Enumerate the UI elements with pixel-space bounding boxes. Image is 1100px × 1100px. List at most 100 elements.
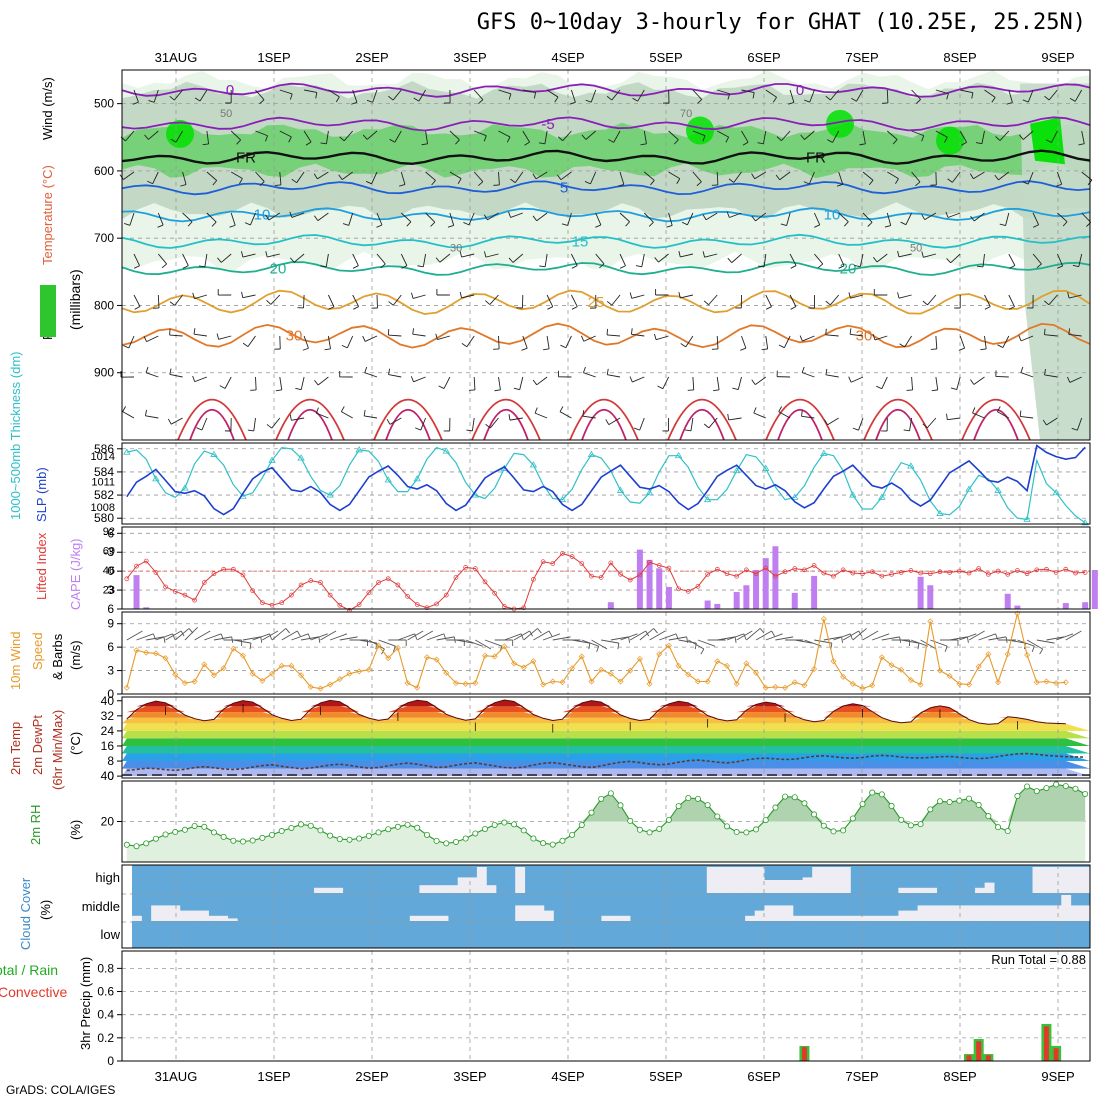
lifted-index-point [414, 602, 420, 607]
wind-barb-feather [353, 306, 359, 310]
lifted-index-point [279, 600, 285, 606]
isotherm-0 [121, 82, 1091, 98]
lifted-index-line [126, 552, 1086, 611]
wind-barb [911, 89, 921, 100]
wind-barb [680, 294, 694, 299]
wind-barb-feather [1078, 143, 1085, 146]
wind-barb [1032, 212, 1040, 225]
rh2m-point [1082, 790, 1089, 797]
lifted-index-point [531, 577, 536, 582]
wind-speed-point [569, 665, 576, 672]
wind-barb [631, 294, 645, 299]
wind-barb-10m [184, 626, 198, 641]
wind-barb [146, 335, 159, 343]
cloud-cover-cell [1051, 905, 1062, 921]
wind-barb-10m [407, 630, 424, 641]
rh2m-point [685, 795, 692, 802]
wind-barb [619, 212, 630, 223]
wind-speed-point [288, 662, 295, 669]
wind-barb-10m-feather [296, 630, 301, 637]
wind-barb-feather [180, 184, 187, 187]
wind-barb-feather [133, 265, 140, 269]
wind-speed-point [772, 683, 779, 690]
thickness-point [849, 491, 857, 498]
wind-barb [802, 372, 815, 378]
cape-bar [791, 592, 798, 609]
wind-barb-feather [435, 333, 438, 340]
cloud-cover-cell [754, 867, 765, 893]
thickness-line [126, 446, 1086, 524]
cape-bar [133, 575, 140, 609]
isotherm-40 [973, 409, 1019, 441]
wind-barb [1008, 294, 1015, 307]
wind-barb [279, 171, 282, 185]
wind-barb [218, 335, 232, 340]
temp-max-mark: | [474, 721, 476, 731]
wind-barb-10m-feather [548, 630, 553, 637]
cloud-cover-cell [735, 867, 746, 893]
wind-speed-point [598, 666, 605, 673]
cloud-cover-cell [716, 867, 727, 893]
isotherm-35 [863, 398, 933, 441]
isotherm-40 [777, 409, 823, 441]
wind-barb-10m [881, 636, 900, 641]
wind-barb-feather [950, 387, 957, 390]
cloud-frame [121, 864, 1091, 949]
wind-barb [123, 171, 135, 180]
wind-barb-feather [580, 335, 585, 342]
isotherm-label: FR [806, 149, 826, 166]
wind-barb-feather [399, 184, 406, 187]
rh2m-point [656, 825, 663, 832]
wind-barb [1074, 89, 1083, 102]
isotherm-35 [177, 398, 247, 441]
wind-barb [169, 374, 183, 378]
wind-barb-feather [972, 407, 976, 414]
cloud-cover-cell [333, 887, 344, 893]
lifted-index-point [802, 567, 807, 573]
cape-bar [743, 585, 750, 609]
thickness-point [297, 454, 305, 461]
lifted-index-point [172, 588, 178, 594]
isotherm-label: FR [236, 149, 256, 166]
thickness-point [1081, 519, 1089, 526]
cloud-cover-cell [419, 915, 430, 921]
wind-speed-point [472, 680, 479, 687]
wind-speed-point [733, 680, 740, 687]
rh2m-point [772, 804, 779, 811]
bottom-date-label: 9SEP [1041, 1069, 1074, 1084]
rh2m-point [782, 793, 789, 800]
lifted-index-point [192, 597, 197, 603]
isotherm-label: 20 [270, 260, 287, 277]
cape-bar [917, 576, 924, 609]
wind-barb-feather [859, 143, 866, 146]
wind-barb-10m-feather [392, 646, 396, 652]
cloud-cover-cell [467, 877, 478, 893]
wind-barb-feather [969, 173, 974, 179]
cloud-cover-cell [840, 867, 851, 893]
thickness-point [123, 448, 131, 455]
wind-speed-point [878, 654, 885, 661]
wind-barb [487, 212, 499, 221]
lifted-index-tick-label: 6 [107, 602, 114, 616]
wind-speed-point [898, 666, 905, 673]
wind-barb [1027, 171, 1034, 185]
wind-barb-10m [746, 628, 761, 641]
cloud-cover-cell [438, 915, 449, 921]
cloud-cover-cell [927, 905, 938, 921]
thickness-point [181, 484, 189, 491]
rh2m-point [220, 833, 227, 840]
wind-barb-feather [868, 179, 874, 186]
wind-barb-feather [538, 142, 545, 145]
wind-barb-feather [543, 348, 550, 351]
wind-barb-feather [157, 224, 164, 228]
lifted-index-point [714, 566, 720, 572]
wind-barb-feather [899, 343, 905, 348]
wind-barb-feather [725, 136, 730, 143]
wind-speed-point [1043, 678, 1050, 685]
rh2m-point [898, 816, 905, 823]
wind-speed-point [336, 676, 343, 683]
wind-barb [204, 253, 208, 267]
wind-barb-feather [867, 221, 873, 227]
rh2m-point [385, 826, 392, 833]
